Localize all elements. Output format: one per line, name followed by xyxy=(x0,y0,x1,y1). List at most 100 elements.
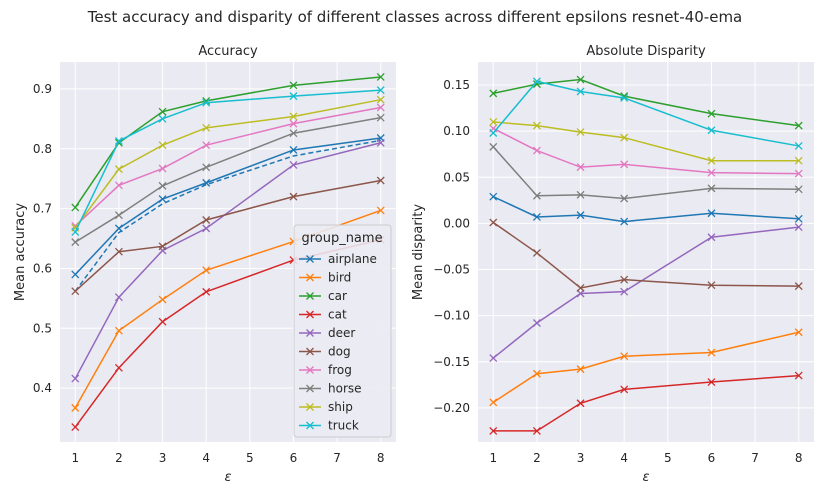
disparity-series-dog xyxy=(489,218,803,292)
accuracy-point-ship xyxy=(376,95,385,104)
disparity-y-tick-label: 0.15 xyxy=(443,78,470,92)
disparity-y-tick-label: 0.10 xyxy=(443,124,470,138)
disparity-gridlines xyxy=(478,62,814,442)
disparity-point-dog xyxy=(620,275,629,284)
disparity-point-ship xyxy=(489,117,498,126)
accuracy-y-tick-labels: 0.4 0.5 0.6 0.7 0.8 0.9 xyxy=(33,82,52,395)
disparity-point-bird xyxy=(489,398,498,407)
accuracy-point-dog xyxy=(202,216,211,224)
disparity-line-horse xyxy=(492,146,799,200)
disparity-point-car xyxy=(707,109,716,118)
disparity-point-dog xyxy=(489,218,498,227)
disparity-series-truck xyxy=(489,77,803,150)
accuracy-series-airplane xyxy=(71,134,385,279)
disparity-x-tick-label: 7 xyxy=(751,451,759,465)
disparity-x-tick-label: 3 xyxy=(577,451,585,465)
legend-marker-car xyxy=(306,292,314,300)
accuracy-x-tick-labels: 1 2 3 4 5 6 7 8 xyxy=(71,451,384,465)
disparity-point-cat xyxy=(489,426,498,435)
disparity-panel: −0.20 −0.15 −0.10 −0.05 0.00 0.05 0.10 0.15 1 2 3… xyxy=(411,44,814,485)
legend-items: airplane bird car cat deer dog frog horse ship tr… xyxy=(299,252,377,433)
accuracy-point-dog xyxy=(289,192,298,201)
accuracy-point-car xyxy=(71,203,80,212)
legend-label-ship: ship xyxy=(328,400,353,414)
accuracy-point-truck xyxy=(289,92,298,101)
legend-label-frog: frog xyxy=(328,363,352,377)
accuracy-y-tick-label: 0.4 xyxy=(33,381,52,395)
accuracy-point-cat xyxy=(71,423,80,431)
accuracy-point-deer xyxy=(71,374,80,383)
accuracy-panel: 0.4 0.5 0.6 0.7 0.8 0.9 1 2 3 4 5 6 7 8 Accuracy ε M… xyxy=(13,44,396,485)
disparity-point-horse xyxy=(707,184,716,193)
accuracy-series-truck xyxy=(71,86,385,236)
legend-marker-horse xyxy=(306,384,314,393)
disparity-point-dog xyxy=(576,284,585,292)
accuracy-line-horse xyxy=(74,116,381,243)
disparity-point-truck xyxy=(707,126,716,135)
legend-item-ship: ship xyxy=(299,400,353,414)
accuracy-point-frog xyxy=(289,119,298,128)
accuracy-line-deer xyxy=(74,142,381,379)
legend-item-horse: horse xyxy=(299,382,362,396)
accuracy-point-cat xyxy=(114,363,123,372)
accuracy-point-airplane xyxy=(158,195,167,203)
disparity-point-deer xyxy=(620,287,629,296)
disparity-point-bird xyxy=(794,328,803,337)
disparity-point-car xyxy=(576,75,585,84)
disparity-y-axis-label: Mean disparity xyxy=(411,204,426,300)
disparity-x-axis-label: ε xyxy=(642,470,649,485)
legend-label-airplane: airplane xyxy=(328,252,377,266)
disparity-y-tick-label: −0.20 xyxy=(433,401,470,415)
accuracy-point-dog xyxy=(114,247,123,256)
disparity-point-cat xyxy=(576,399,585,408)
accuracy-series-car xyxy=(71,73,385,212)
accuracy-point-frog xyxy=(202,141,211,150)
disparity-line-frog xyxy=(492,127,799,175)
figure-title: Test accuracy and disparity of different… xyxy=(87,8,743,26)
disparity-point-deer xyxy=(794,223,803,232)
accuracy-point-airplane xyxy=(202,178,211,187)
disparity-point-horse xyxy=(794,185,803,194)
disparity-point-truck xyxy=(620,94,629,102)
disparity-x-tick-label: 4 xyxy=(620,451,628,465)
accuracy-point-horse xyxy=(202,163,211,172)
disparity-point-dog xyxy=(794,282,803,291)
legend-marker-ship xyxy=(306,403,314,411)
accuracy-point-dog xyxy=(158,242,167,251)
legend-marker-truck xyxy=(306,421,314,430)
accuracy-point-deer xyxy=(376,138,385,147)
accuracy-point-truck xyxy=(158,114,167,123)
accuracy-point-truck xyxy=(202,98,211,107)
accuracy-x-tick-label: 5 xyxy=(246,451,254,465)
disparity-point-ship xyxy=(707,156,716,165)
disparity-point-ship xyxy=(620,133,629,142)
disparity-line-bird xyxy=(492,331,799,403)
accuracy-series-dog xyxy=(71,176,385,296)
disparity-point-horse xyxy=(532,191,541,200)
disparity-series-deer xyxy=(489,223,803,363)
disparity-panel-title: Absolute Disparity xyxy=(586,44,706,59)
accuracy-point-bird xyxy=(114,326,123,335)
disparity-point-deer xyxy=(532,319,541,327)
accuracy-point-dog xyxy=(376,176,385,185)
disparity-point-car xyxy=(489,89,498,98)
accuracy-point-horse xyxy=(71,238,80,247)
accuracy-y-tick-label: 0.7 xyxy=(33,202,52,216)
disparity-point-truck xyxy=(794,141,803,150)
accuracy-x-tick-label: 2 xyxy=(115,451,123,465)
disparity-point-ship xyxy=(794,156,803,165)
accuracy-point-bird xyxy=(376,206,385,215)
disparity-series-lines xyxy=(489,75,803,435)
disparity-point-airplane xyxy=(489,192,498,201)
disparity-line-deer xyxy=(492,226,799,359)
accuracy-x-tick-label: 8 xyxy=(377,451,385,465)
disparity-x-tick-label: 2 xyxy=(533,451,541,465)
accuracy-y-tick-label: 0.6 xyxy=(33,261,52,275)
legend-marker-dog xyxy=(306,347,314,356)
accuracy-point-frog xyxy=(376,103,385,112)
legend-item-frog: frog xyxy=(299,363,352,377)
disparity-point-frog xyxy=(794,169,803,178)
legend-marker-bird xyxy=(306,273,314,282)
disparity-point-deer xyxy=(489,354,498,363)
accuracy-point-car xyxy=(158,107,167,116)
